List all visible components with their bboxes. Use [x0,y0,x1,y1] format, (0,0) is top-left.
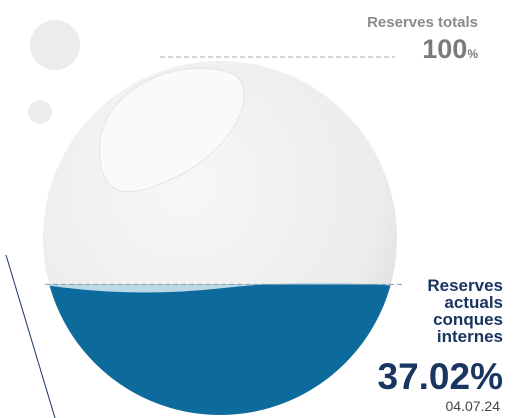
wave [43,282,397,293]
highlight [99,67,245,193]
unit: % [467,47,478,61]
date: 04.07.24 [445,398,501,414]
bubble [30,20,80,70]
total-value: 100 [422,34,468,64]
total-label: Reserves totals [367,14,478,31]
value-label-text: Reserves actuals conques internes [427,276,503,346]
water-fill [43,284,397,415]
decor-line [5,254,56,418]
total: 100% [422,34,478,65]
value-label: 37.02% [377,356,504,397]
bubble [28,100,52,124]
